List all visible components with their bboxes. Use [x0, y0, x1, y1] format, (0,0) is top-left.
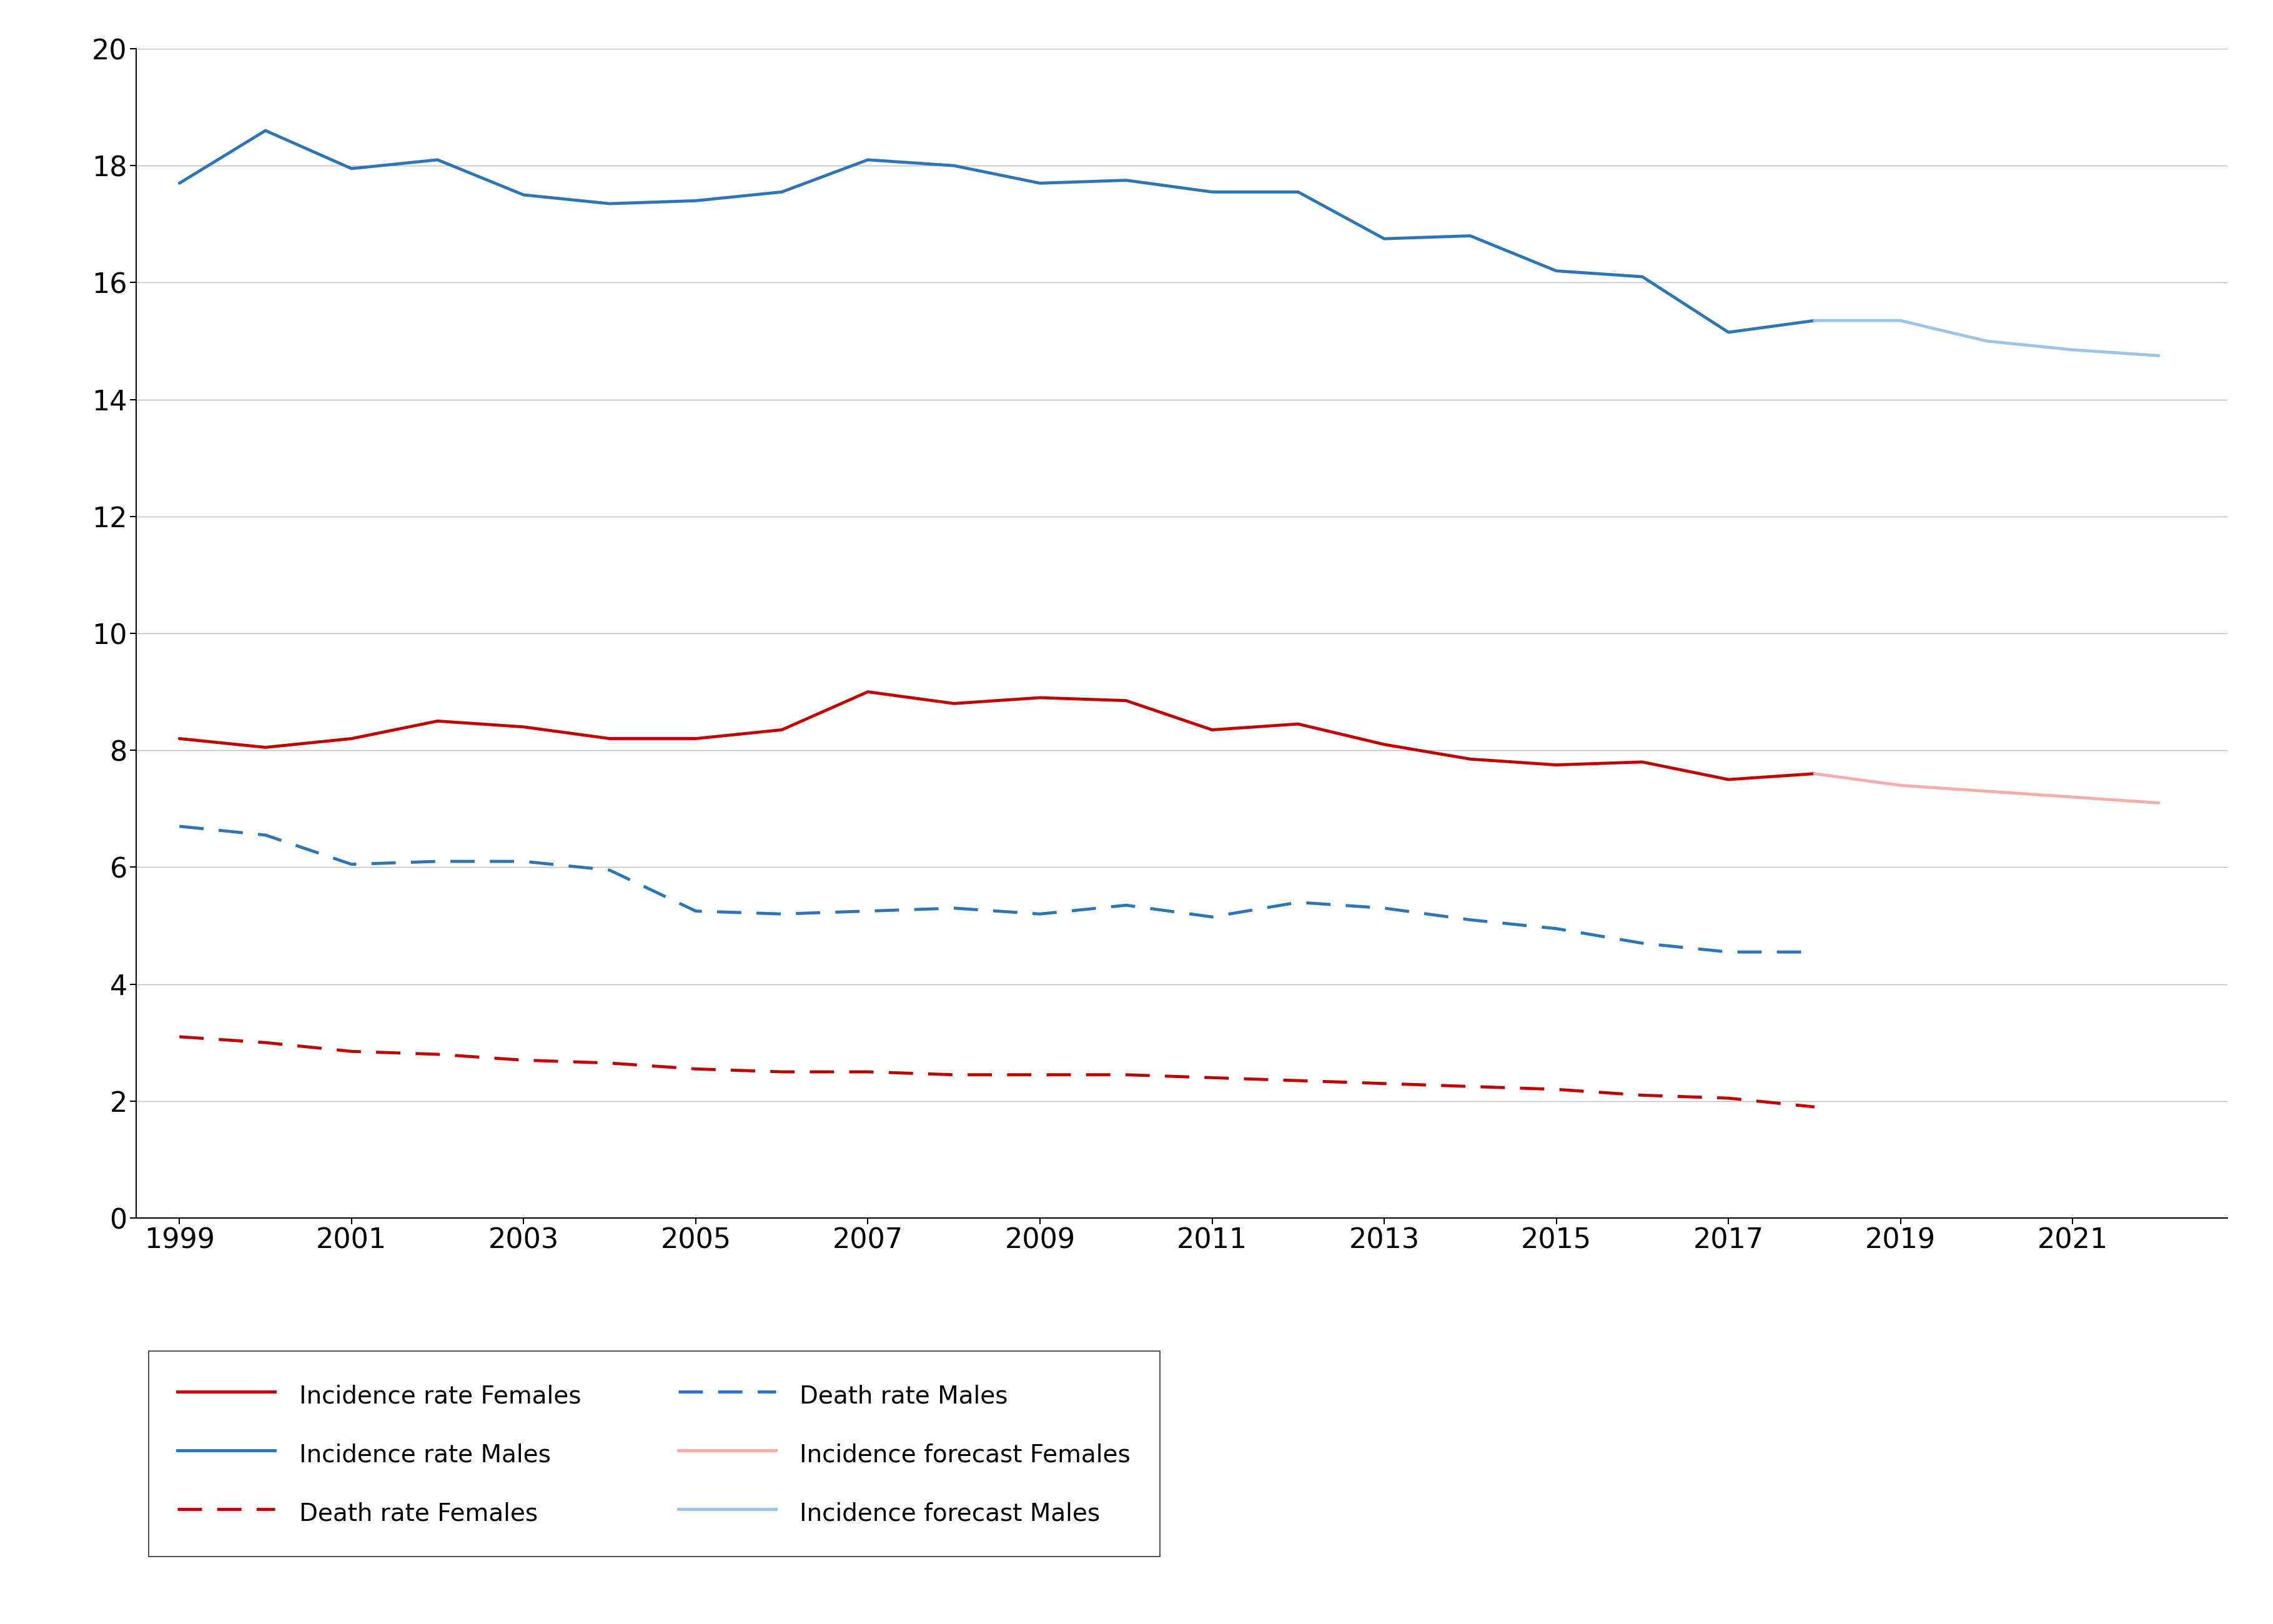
Legend: Incidence rate Females, Incidence rate Males, Death rate Females, Death rate Mal: Incidence rate Females, Incidence rate M…	[148, 1351, 1159, 1557]
